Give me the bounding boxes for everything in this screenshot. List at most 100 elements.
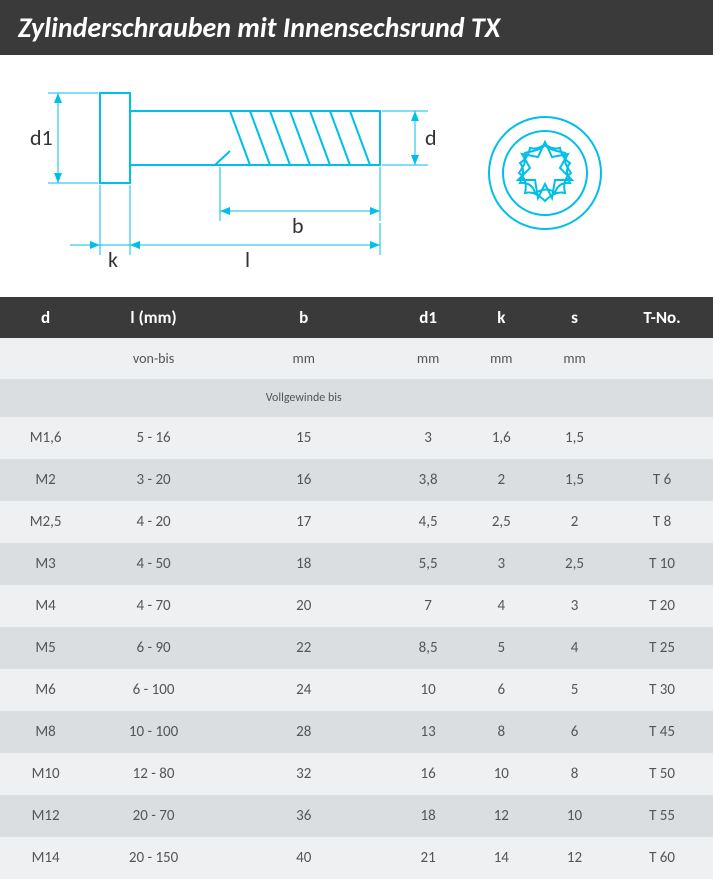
table-cell: mm (538, 338, 611, 379)
header-row: d l (mm) b d1 k s T-No. (0, 297, 713, 338)
table-cell: M14 (0, 837, 91, 879)
table-cell: 4 - 70 (91, 585, 216, 627)
table-cell: 5,5 (391, 543, 464, 585)
table-row: M1,65 - 161531,61,5 (0, 417, 713, 459)
col-s: s (538, 297, 611, 338)
table-cell: mm (216, 338, 392, 379)
table-cell: 4 - 50 (91, 543, 216, 585)
table-cell: 40 (216, 837, 392, 879)
table-cell: 10 (391, 669, 464, 711)
table-cell: 20 - 70 (91, 795, 216, 837)
table-row: M34 - 50185,532,5T 10 (0, 543, 713, 585)
table-row: M1012 - 803216108T 50 (0, 753, 713, 795)
table-cell: 4 (538, 627, 611, 669)
table-cell (391, 379, 464, 417)
table-cell: 12 - 80 (91, 753, 216, 795)
spec-table: d l (mm) b d1 k s T-No. von-bismmmmmmmmV… (0, 297, 713, 879)
screw-head-view-icon (480, 108, 610, 238)
table-cell: 36 (216, 795, 392, 837)
table-row: M1220 - 7036181210T 55 (0, 795, 713, 837)
table-cell: 12 (538, 837, 611, 879)
table-cell: T 10 (611, 543, 713, 585)
table-cell: M8 (0, 711, 91, 753)
col-b: b (216, 297, 392, 338)
table-cell (611, 417, 713, 459)
table-cell: 1,5 (538, 417, 611, 459)
table-cell: M5 (0, 627, 91, 669)
table-cell: M1,6 (0, 417, 91, 459)
table-cell: 13 (391, 711, 464, 753)
table-cell: 2,5 (465, 501, 538, 543)
table-cell: 6 (538, 711, 611, 753)
table-cell: T 25 (611, 627, 713, 669)
table-cell (0, 338, 91, 379)
dim-d1: d1 (30, 124, 53, 151)
table-cell: 20 - 150 (91, 837, 216, 879)
table-cell: 17 (216, 501, 392, 543)
table-cell: 8,5 (391, 627, 464, 669)
table-cell: M4 (0, 585, 91, 627)
table-cell: 3,8 (391, 459, 464, 501)
table-cell: 5 (538, 669, 611, 711)
table-row: M44 - 7020743T 20 (0, 585, 713, 627)
table-row: Vollgewinde bis (0, 379, 713, 417)
table-cell: 5 (465, 627, 538, 669)
table-row: M56 - 90228,554T 25 (0, 627, 713, 669)
table-cell (465, 379, 538, 417)
table-cell: M12 (0, 795, 91, 837)
table-cell (538, 379, 611, 417)
table-row: M1420 - 15040211412T 60 (0, 837, 713, 879)
table-cell: 10 - 100 (91, 711, 216, 753)
table-row: von-bismmmmmmmm (0, 338, 713, 379)
table-cell: 12 (465, 795, 538, 837)
table-cell: T 30 (611, 669, 713, 711)
table-cell (0, 379, 91, 417)
dim-d: d (425, 124, 437, 151)
table-cell: M2 (0, 459, 91, 501)
table-cell: T 20 (611, 585, 713, 627)
table-cell: 10 (465, 753, 538, 795)
table-cell: 14 (465, 837, 538, 879)
table-cell: 4 - 20 (91, 501, 216, 543)
table-row: M2,54 - 20174,52,52T 8 (0, 501, 713, 543)
table-row: M23 - 20163,821,5T 6 (0, 459, 713, 501)
table-cell: T 60 (611, 837, 713, 879)
page-title: Zylinderschrauben mit Innensechsrund TX (0, 0, 713, 55)
table-cell (611, 379, 713, 417)
table-cell: 8 (465, 711, 538, 753)
table-cell: 21 (391, 837, 464, 879)
col-d1: d1 (391, 297, 464, 338)
table-cell: M3 (0, 543, 91, 585)
table-cell: 3 (538, 585, 611, 627)
table-cell: 6 - 90 (91, 627, 216, 669)
table-cell: 8 (538, 753, 611, 795)
screw-side-view-icon: d1 d b l k (20, 73, 450, 273)
table-cell: 20 (216, 585, 392, 627)
table-cell: M10 (0, 753, 91, 795)
table-cell: 24 (216, 669, 392, 711)
table-cell: 2 (465, 459, 538, 501)
technical-diagram: d1 d b l k (0, 55, 713, 297)
table-cell: Vollgewinde bis (216, 379, 392, 417)
table-cell: 3 - 20 (91, 459, 216, 501)
table-cell: T 45 (611, 711, 713, 753)
dim-b: b (292, 212, 304, 239)
col-d: d (0, 297, 91, 338)
table-cell: 3 (465, 543, 538, 585)
table-cell: 16 (391, 753, 464, 795)
table-cell: 7 (391, 585, 464, 627)
table-cell: T 6 (611, 459, 713, 501)
table-cell: T 50 (611, 753, 713, 795)
table-cell: 22 (216, 627, 392, 669)
col-k: k (465, 297, 538, 338)
table-cell: T 55 (611, 795, 713, 837)
table-cell: 15 (216, 417, 392, 459)
table-cell: 28 (216, 711, 392, 753)
table-cell: 18 (391, 795, 464, 837)
table-cell: 32 (216, 753, 392, 795)
table-cell: 2,5 (538, 543, 611, 585)
table-cell: 6 (465, 669, 538, 711)
table-cell: von-bis (91, 338, 216, 379)
table-cell (91, 379, 216, 417)
table-cell: 5 - 16 (91, 417, 216, 459)
